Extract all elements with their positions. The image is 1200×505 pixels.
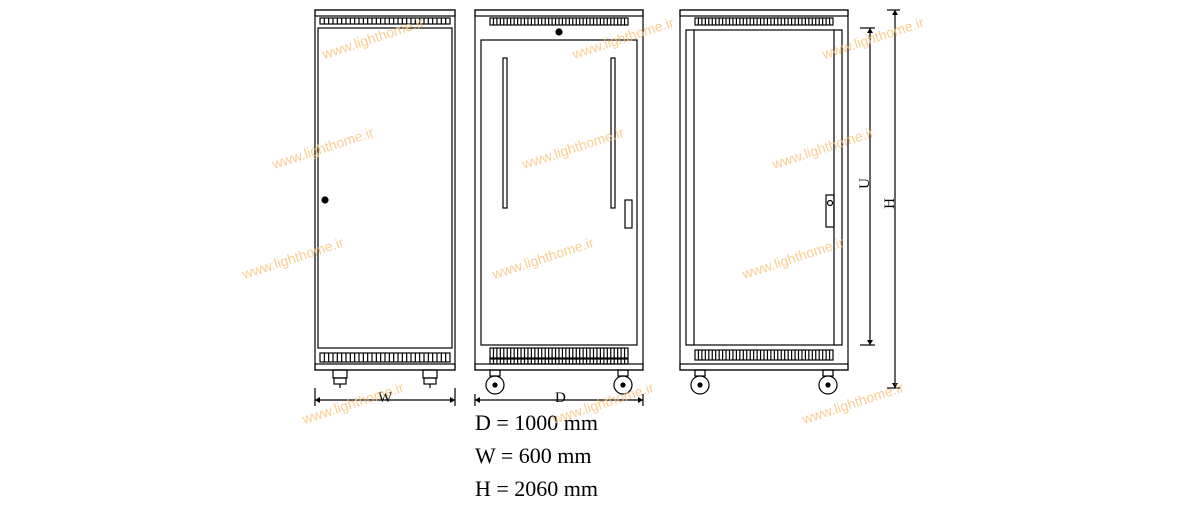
spec-width: W = 600 mm <box>475 443 592 469</box>
technical-drawing-svg <box>0 0 1200 500</box>
spec-depth: D = 1000 mm <box>475 410 598 436</box>
depth-axis-label: D <box>555 390 566 407</box>
width-axis-label: W <box>378 390 392 407</box>
diagram-canvas: W D U H D = 1000 mm W = 600 mm H = 2060 … <box>0 0 1200 500</box>
u-axis-label: U <box>857 178 874 189</box>
h-axis-label: H <box>882 198 899 209</box>
spec-height: H = 2060 mm <box>475 476 598 502</box>
